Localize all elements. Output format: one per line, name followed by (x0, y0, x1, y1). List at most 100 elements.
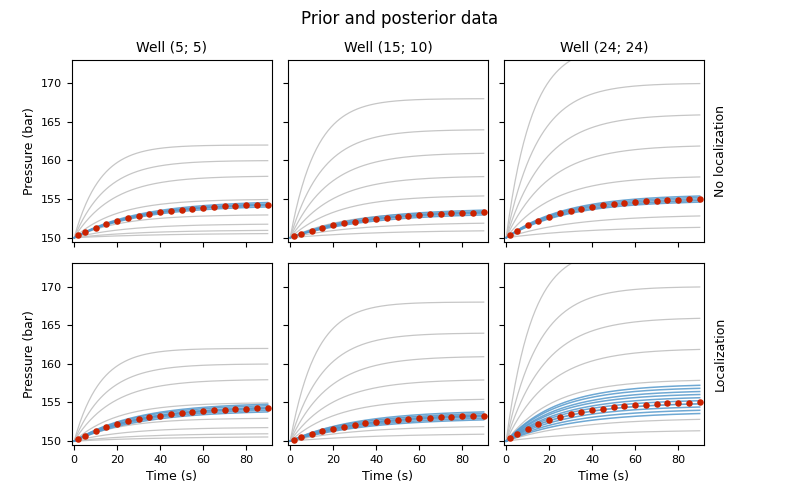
Point (370, 418, 382, 426)
Point (532, 216, 545, 224)
Point (597, 201, 610, 209)
Point (445, 210, 458, 218)
Point (445, 413, 458, 421)
Point (316, 224, 329, 232)
Point (175, 409, 188, 417)
Point (504, 434, 517, 442)
Text: Localization: Localization (714, 317, 727, 392)
Point (381, 214, 394, 222)
Point (607, 200, 620, 208)
Point (682, 196, 695, 203)
Point (381, 417, 394, 425)
Point (359, 420, 372, 428)
Point (650, 196, 663, 204)
Title: Well (24; 24): Well (24; 24) (560, 40, 648, 54)
Point (326, 222, 339, 230)
Point (510, 430, 523, 438)
Point (262, 404, 274, 412)
Point (510, 227, 523, 235)
Point (639, 197, 652, 205)
Point (197, 407, 210, 415)
Point (72, 435, 85, 443)
Point (434, 210, 447, 218)
Point (413, 211, 426, 219)
Point (186, 408, 199, 416)
Point (90, 428, 102, 436)
Point (456, 412, 469, 420)
Point (262, 200, 274, 208)
X-axis label: Time (s): Time (s) (146, 470, 198, 484)
Point (586, 202, 598, 210)
Point (288, 232, 301, 240)
Point (122, 418, 134, 426)
Point (586, 406, 598, 414)
Point (100, 424, 113, 432)
Text: No localization: No localization (714, 105, 727, 197)
Point (629, 402, 642, 409)
Point (413, 414, 426, 422)
Point (175, 206, 188, 214)
Y-axis label: Pressure (bar): Pressure (bar) (22, 310, 35, 398)
Point (466, 412, 479, 420)
Point (165, 410, 178, 418)
Point (90, 224, 102, 232)
Point (294, 230, 307, 238)
Point (154, 208, 166, 216)
Point (661, 196, 674, 204)
Point (478, 412, 490, 420)
Point (186, 204, 199, 212)
Point (575, 204, 588, 212)
Point (672, 196, 685, 203)
Point (306, 226, 318, 234)
Point (229, 202, 242, 210)
Point (316, 428, 329, 436)
Point (504, 231, 517, 239)
Point (554, 413, 566, 421)
Text: Prior and posterior data: Prior and posterior data (302, 10, 498, 28)
Point (564, 207, 577, 215)
Point (132, 212, 145, 220)
Point (597, 404, 610, 412)
Title: Well (15; 10): Well (15; 10) (344, 40, 432, 54)
Point (456, 209, 469, 217)
Point (607, 404, 620, 411)
Point (110, 420, 123, 428)
Point (240, 202, 253, 209)
Point (554, 210, 566, 218)
Point (250, 404, 263, 412)
Point (575, 408, 588, 416)
Point (100, 220, 113, 228)
X-axis label: Time (s): Time (s) (578, 470, 630, 484)
Point (434, 414, 447, 422)
Point (466, 209, 479, 217)
Point (132, 415, 145, 423)
Title: Well (5; 5): Well (5; 5) (137, 40, 207, 54)
Point (78, 432, 91, 440)
Point (370, 214, 382, 222)
Point (78, 228, 91, 236)
Point (338, 220, 350, 228)
Point (306, 430, 318, 438)
X-axis label: Time (s): Time (s) (362, 470, 414, 484)
Point (402, 212, 415, 220)
Point (110, 217, 123, 225)
Point (143, 210, 156, 218)
Point (250, 201, 263, 209)
Point (197, 204, 210, 212)
Point (391, 416, 404, 424)
Point (423, 210, 436, 218)
Y-axis label: Pressure (bar): Pressure (bar) (22, 107, 35, 194)
Point (423, 414, 436, 422)
Point (240, 405, 253, 413)
Point (207, 406, 220, 414)
Point (694, 398, 706, 406)
Point (564, 410, 577, 418)
Point (218, 202, 231, 210)
Point (682, 398, 695, 406)
Point (522, 424, 534, 432)
Point (532, 420, 545, 428)
Point (338, 423, 350, 431)
Point (359, 216, 372, 224)
Point (218, 406, 231, 413)
Point (618, 402, 631, 410)
